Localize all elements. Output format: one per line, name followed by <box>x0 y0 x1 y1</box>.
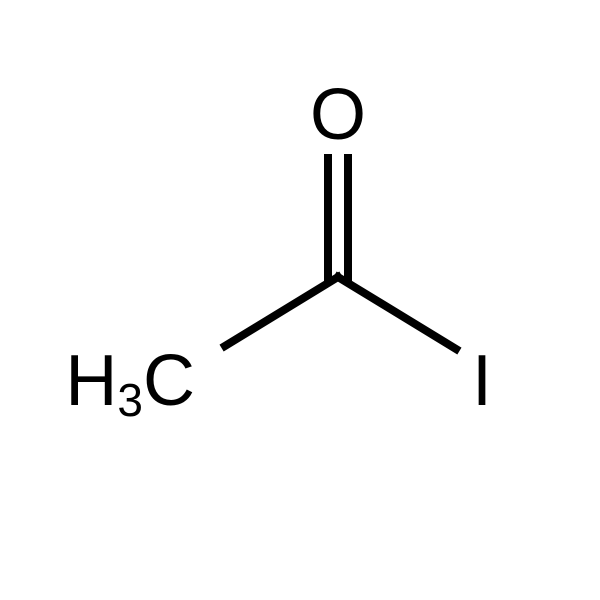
atom-methyl: H3C <box>65 341 195 426</box>
atom-iodine: I <box>472 341 492 421</box>
bond-c-i <box>338 277 456 349</box>
methyl-c: C <box>143 341 195 421</box>
molecule-diagram: O I H3C <box>0 0 600 600</box>
atom-oxygen: O <box>310 75 366 155</box>
methyl-h: H <box>65 341 117 421</box>
methyl-sub: 3 <box>117 374 143 426</box>
bond-c-ch3 <box>225 277 338 346</box>
